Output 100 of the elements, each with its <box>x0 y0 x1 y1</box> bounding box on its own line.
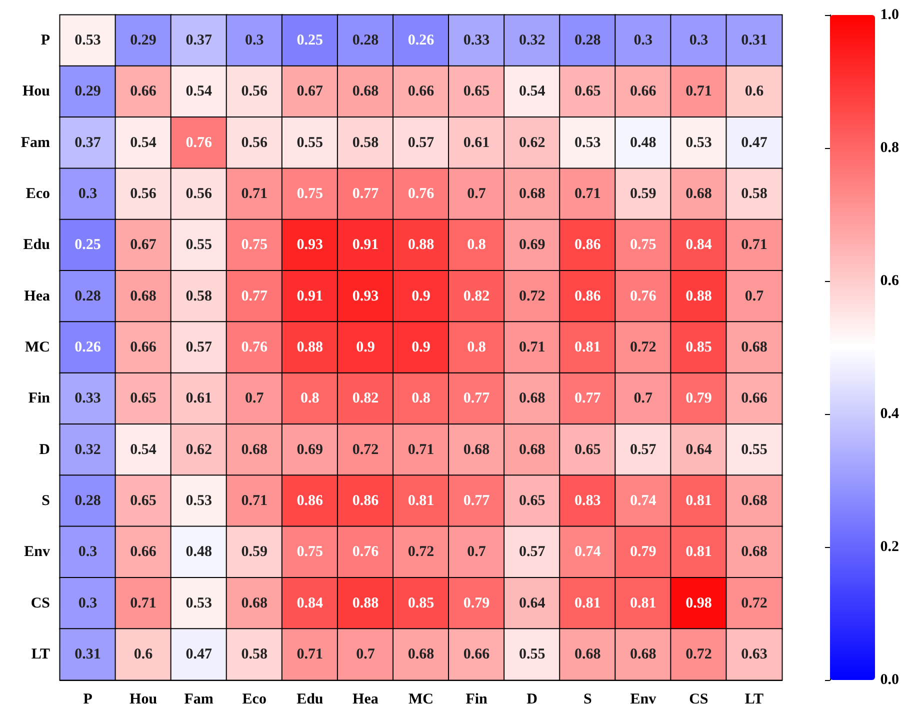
data-label: 0.76 <box>241 340 268 356</box>
data-label: 0.68 <box>630 646 656 662</box>
data-label: 0.85 <box>408 595 434 612</box>
data-label: 0.86 <box>296 492 324 509</box>
data-label: 0.7 <box>634 390 654 407</box>
data-label: 0.72 <box>741 595 768 612</box>
data-label: 0.77 <box>241 288 268 304</box>
data-label: 0.66 <box>130 340 157 356</box>
data-label: 0.7 <box>356 646 376 662</box>
y-tick-label: Edu <box>23 237 50 254</box>
data-label: 0.53 <box>74 32 101 49</box>
data-label: 0.54 <box>130 134 157 151</box>
data-label: 0.88 <box>296 340 324 356</box>
data-label: 0.71 <box>296 646 324 662</box>
data-label: 0.75 <box>241 237 268 254</box>
data-label: 0.6 <box>744 84 764 100</box>
data-label: 0.59 <box>630 186 656 202</box>
data-label: 0.31 <box>741 32 768 49</box>
y-tick-label: Fam <box>20 134 50 151</box>
data-label: 0.93 <box>352 288 379 304</box>
data-label: 0.75 <box>296 186 324 202</box>
data-label: 0.56 <box>186 186 212 202</box>
data-label: 0.9 <box>412 288 430 304</box>
data-label: 0.76 <box>630 288 657 304</box>
data-label: 0.68 <box>518 390 546 407</box>
y-tick-label: Hea <box>24 288 50 304</box>
y-tick-label: LT <box>31 646 50 662</box>
data-label: 0.65 <box>518 492 546 509</box>
x-tick-label: Eco <box>242 692 266 708</box>
data-label: 0.66 <box>741 390 768 407</box>
x-tick-label: P <box>83 692 92 708</box>
data-label: 0.3 <box>634 32 653 49</box>
y-tick-label: Env <box>24 544 50 560</box>
x-tick-label: Hea <box>352 692 379 708</box>
data-label: 0.81 <box>630 595 656 612</box>
x-tick-label: CS <box>689 692 708 708</box>
data-label: 0.71 <box>574 186 601 202</box>
data-label: 0.68 <box>574 646 601 662</box>
data-label: 0.53 <box>186 595 212 612</box>
x-tick-label: MC <box>408 692 434 708</box>
data-label: 0.88 <box>408 237 434 254</box>
data-label: 0.71 <box>130 595 156 612</box>
data-label: 0.98 <box>686 595 712 612</box>
data-label: 0.62 <box>186 442 212 458</box>
data-label: 0.55 <box>518 646 546 662</box>
data-label: 0.83 <box>574 492 601 509</box>
y-tick-label: D <box>39 442 50 458</box>
data-label: 0.74 <box>574 544 602 560</box>
data-label: 0.25 <box>74 237 101 254</box>
data-label: 0.68 <box>241 442 268 458</box>
data-label: 0.88 <box>352 595 379 612</box>
data-label: 0.68 <box>352 84 379 100</box>
data-label: 0.76 <box>186 134 212 151</box>
data-label: 0.66 <box>630 84 657 100</box>
data-label: 0.65 <box>574 84 601 100</box>
data-label: 0.68 <box>408 646 434 662</box>
y-tick-label: P <box>40 32 50 49</box>
data-label: 0.6 <box>134 646 154 662</box>
data-label: 0.72 <box>686 646 712 662</box>
data-label: 0.81 <box>574 340 601 356</box>
x-tick-label: Fam <box>184 692 214 708</box>
data-label: 0.3 <box>78 595 98 612</box>
data-label: 0.8 <box>412 390 430 407</box>
data-label: 0.32 <box>74 442 101 458</box>
data-label: 0.61 <box>186 390 212 407</box>
data-label: 0.77 <box>463 390 490 407</box>
data-label: 0.84 <box>296 595 324 612</box>
x-tick-label: Edu <box>296 692 324 708</box>
data-label: 0.7 <box>744 288 764 304</box>
data-label: 0.72 <box>630 340 656 356</box>
data-label: 0.68 <box>241 595 268 612</box>
data-label: 0.37 <box>186 32 212 49</box>
data-label: 0.91 <box>296 288 324 304</box>
data-label: 0.63 <box>741 646 768 662</box>
data-label: 0.62 <box>518 134 546 151</box>
data-label: 0.55 <box>741 442 768 458</box>
data-label: 0.64 <box>518 595 546 612</box>
data-label: 0.88 <box>686 288 712 304</box>
data-label: 0.81 <box>574 595 601 612</box>
data-label: 0.55 <box>186 237 212 254</box>
data-label: 0.56 <box>130 186 157 202</box>
y-tick-label: S <box>42 492 50 509</box>
data-label: 0.68 <box>130 288 156 304</box>
x-tick-label: D <box>526 692 538 708</box>
data-label: 0.75 <box>630 237 656 254</box>
data-label: 0.76 <box>352 544 380 560</box>
data-label: 0.68 <box>518 186 546 202</box>
data-label: 0.68 <box>741 492 768 509</box>
color-bar-label: 0.2 <box>880 539 899 555</box>
data-label: 0.28 <box>74 492 101 509</box>
data-label: 0.33 <box>463 32 490 49</box>
x-tick-label: Hou <box>130 692 158 708</box>
data-label: 0.59 <box>241 544 268 560</box>
data-label: 0.9 <box>412 340 430 356</box>
data-label: 0.58 <box>241 646 268 662</box>
data-label: 0.81 <box>408 492 434 509</box>
data-label: 0.85 <box>686 340 712 356</box>
data-label: 0.58 <box>741 186 768 202</box>
data-label: 0.71 <box>518 340 546 356</box>
data-label: 0.7 <box>467 186 486 202</box>
